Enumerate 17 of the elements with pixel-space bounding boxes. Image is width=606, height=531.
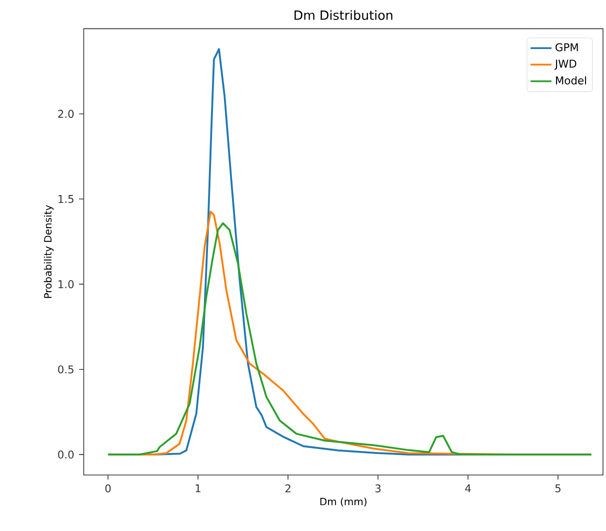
y-tick-label: 2.0 xyxy=(58,110,74,118)
x-tick-label: 3 xyxy=(375,484,381,492)
x-tick-label: 0 xyxy=(105,484,111,492)
x-tick-label: 2 xyxy=(285,484,290,492)
y-tick-label: 0.5 xyxy=(58,365,74,374)
chart-title: Dm Distribution xyxy=(294,10,392,20)
y-tick-label: 1.0 xyxy=(58,280,74,288)
y-tick-label: 1.5 xyxy=(58,195,74,203)
y-tick-label: 0.0 xyxy=(58,450,74,459)
y-axis-title: Probability Density xyxy=(44,205,54,298)
x-axis-title: Dm (mm) xyxy=(320,498,366,506)
x-tick-label: 4 xyxy=(465,484,471,492)
legend-label: JWD xyxy=(554,60,576,70)
legend-label: GPM xyxy=(556,43,578,52)
x-tick-label: 1 xyxy=(196,484,200,492)
legend-label: Model xyxy=(556,76,586,84)
x-tick-label: 5 xyxy=(555,484,560,492)
